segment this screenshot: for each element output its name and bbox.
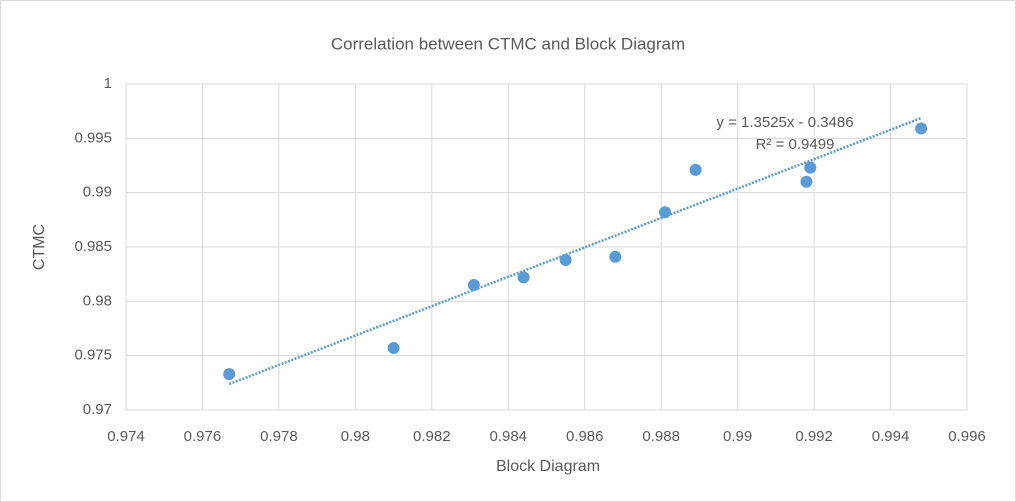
point (559, 254, 572, 267)
x-tick-label: 0.99 (723, 428, 752, 445)
y-tick-label: 0.99 (83, 184, 112, 201)
x-tick-label: 0.978 (260, 428, 298, 445)
y-tick-label: 0.98 (83, 292, 112, 309)
x-axis-title: Block Diagram (496, 458, 600, 475)
x-tick-label: 0.976 (184, 428, 222, 445)
trendline-equation: y = 1.3525x - 0.3486 (716, 114, 853, 131)
point (467, 279, 480, 292)
x-tick-label: 0.996 (948, 428, 986, 445)
x-tick-label: 0.974 (107, 428, 145, 445)
point (609, 250, 622, 263)
point (517, 271, 530, 284)
chart-title: Correlation between CTMC and Block Diagr… (331, 34, 685, 53)
y-tick-label: 0.97 (83, 401, 112, 418)
point (800, 175, 813, 188)
x-tick-label: 0.994 (872, 428, 910, 445)
point (689, 163, 702, 176)
x-tick-label: 0.986 (566, 428, 604, 445)
x-tick-label: 0.988 (642, 428, 680, 445)
r-squared: R² = 0.9499 (756, 136, 835, 153)
x-tick-label: 0.984 (489, 428, 527, 445)
y-tick-label: 1 (104, 75, 112, 92)
x-tick-label: 0.992 (795, 428, 833, 445)
point (223, 368, 236, 381)
y-axis-title: CTMC (31, 224, 48, 270)
y-tick-label: 0.995 (74, 129, 112, 146)
y-tick-label: 0.975 (74, 347, 112, 364)
x-tick-label: 0.982 (413, 428, 451, 445)
x-tick-label: 0.98 (341, 428, 370, 445)
trendline (228, 116, 922, 386)
y-tick-label: 0.985 (74, 238, 112, 255)
point (804, 161, 817, 174)
point (915, 122, 928, 135)
point (387, 342, 400, 355)
point (659, 206, 672, 219)
